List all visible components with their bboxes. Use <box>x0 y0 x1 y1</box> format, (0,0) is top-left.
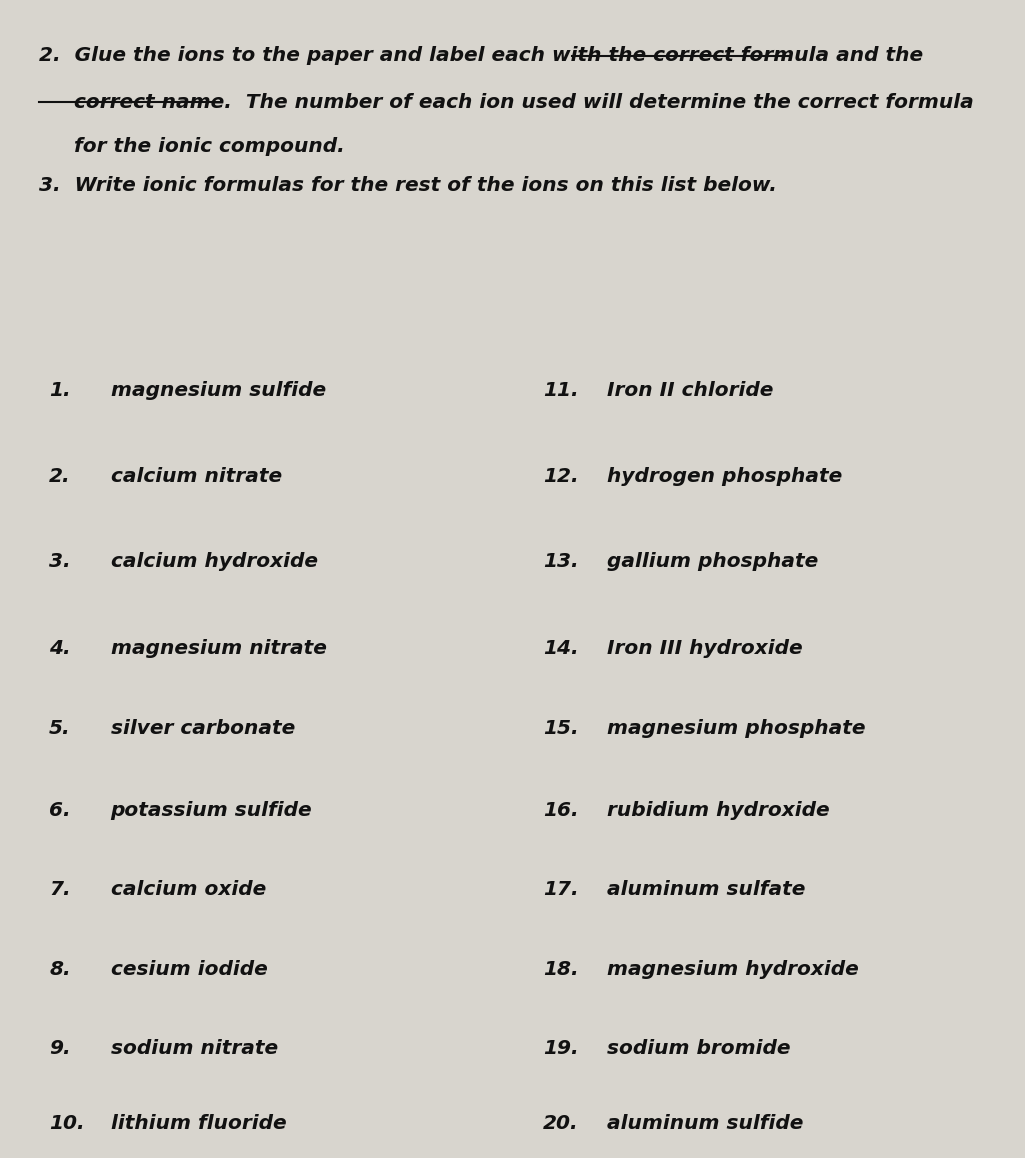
Text: lithium fluoride: lithium fluoride <box>111 1114 286 1134</box>
Text: 10.: 10. <box>49 1114 85 1134</box>
Text: calcium nitrate: calcium nitrate <box>111 467 282 486</box>
Text: 9.: 9. <box>49 1040 71 1058</box>
Text: 17.: 17. <box>543 880 579 899</box>
Text: cesium iodide: cesium iodide <box>111 960 268 979</box>
Text: magnesium nitrate: magnesium nitrate <box>111 639 327 658</box>
Text: silver carbonate: silver carbonate <box>111 718 295 738</box>
Text: potassium sulfide: potassium sulfide <box>111 801 313 820</box>
Text: 4.: 4. <box>49 639 71 658</box>
Text: 1.: 1. <box>49 381 71 400</box>
Text: sodium nitrate: sodium nitrate <box>111 1040 278 1058</box>
Text: calcium hydroxide: calcium hydroxide <box>111 551 318 571</box>
Text: for the ionic compound.: for the ionic compound. <box>39 137 344 155</box>
Text: 11.: 11. <box>543 381 579 400</box>
Text: 2.: 2. <box>49 467 71 486</box>
Text: 12.: 12. <box>543 467 579 486</box>
Text: correct name.  The number of each ion used will determine the correct formula: correct name. The number of each ion use… <box>39 93 974 111</box>
Text: 3.  Write ionic formulas for the rest of the ions on this list below.: 3. Write ionic formulas for the rest of … <box>39 176 777 195</box>
Text: 7.: 7. <box>49 880 71 899</box>
Text: magnesium hydroxide: magnesium hydroxide <box>607 960 859 979</box>
Text: 13.: 13. <box>543 551 579 571</box>
Text: 8.: 8. <box>49 960 71 979</box>
Text: 6.: 6. <box>49 801 71 820</box>
Text: 18.: 18. <box>543 960 579 979</box>
Text: aluminum sulfide: aluminum sulfide <box>607 1114 804 1134</box>
Text: magnesium phosphate: magnesium phosphate <box>607 718 865 738</box>
Text: Iron III hydroxide: Iron III hydroxide <box>607 639 803 658</box>
Text: 20.: 20. <box>543 1114 579 1134</box>
Text: rubidium hydroxide: rubidium hydroxide <box>607 801 829 820</box>
Text: 15.: 15. <box>543 718 579 738</box>
Text: 14.: 14. <box>543 639 579 658</box>
Text: sodium bromide: sodium bromide <box>607 1040 790 1058</box>
Text: 19.: 19. <box>543 1040 579 1058</box>
Text: Iron II chloride: Iron II chloride <box>607 381 773 400</box>
Text: gallium phosphate: gallium phosphate <box>607 551 818 571</box>
Text: calcium oxide: calcium oxide <box>111 880 265 899</box>
Text: magnesium sulfide: magnesium sulfide <box>111 381 326 400</box>
Text: aluminum sulfate: aluminum sulfate <box>607 880 806 899</box>
Text: 5.: 5. <box>49 718 71 738</box>
Text: 16.: 16. <box>543 801 579 820</box>
Text: 3.: 3. <box>49 551 71 571</box>
Text: 2.  Glue the ions to the paper and label each with the correct formula and the: 2. Glue the ions to the paper and label … <box>39 46 924 65</box>
Text: hydrogen phosphate: hydrogen phosphate <box>607 467 843 486</box>
